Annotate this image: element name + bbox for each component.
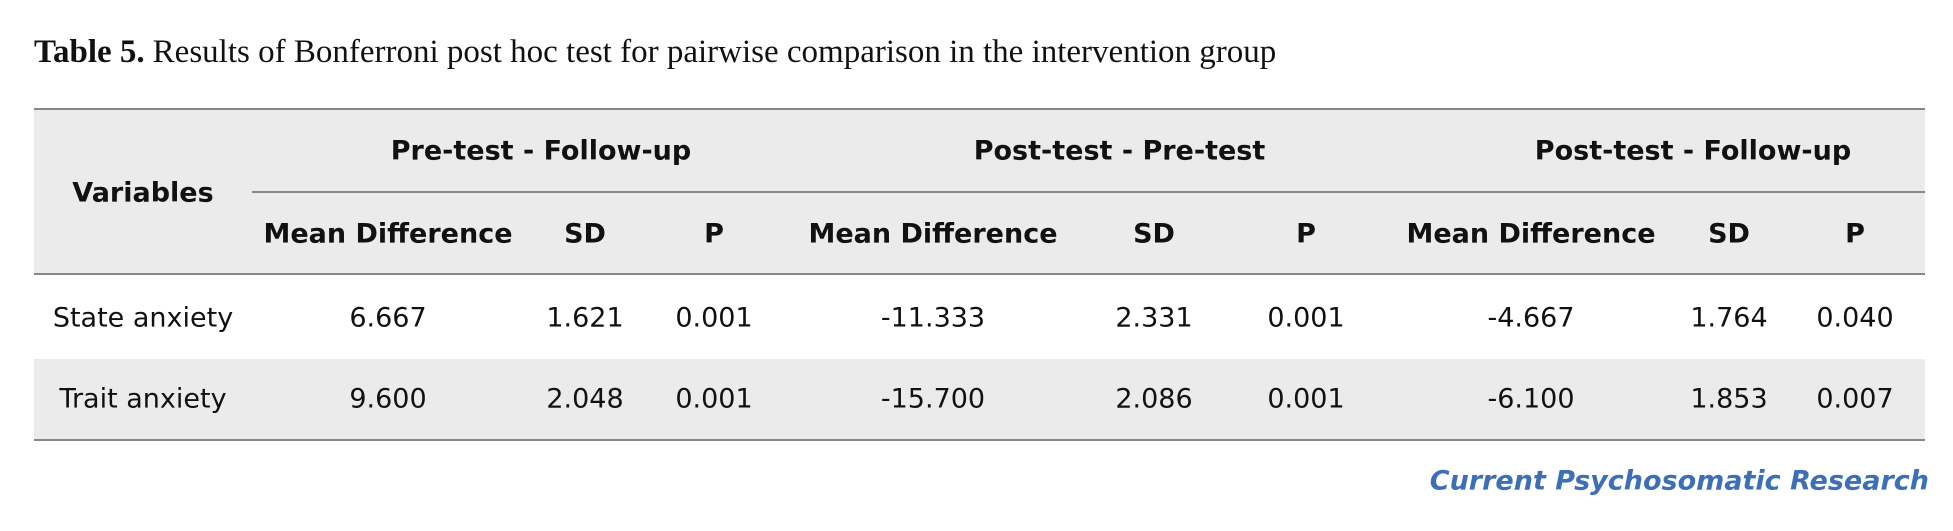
cell: 2.086 xyxy=(1115,384,1192,415)
cell: 0.001 xyxy=(675,303,752,334)
cell: 1.621 xyxy=(546,303,623,334)
column-header: SD xyxy=(1133,219,1175,250)
column-header: Mean Difference xyxy=(808,219,1057,250)
cell: 0.001 xyxy=(675,384,752,415)
cell: 0.007 xyxy=(1816,384,1893,415)
column-header: SD xyxy=(564,219,606,250)
column-header: SD xyxy=(1708,219,1750,250)
column-header: Mean Difference xyxy=(263,219,512,250)
cell: 1.853 xyxy=(1690,384,1767,415)
journal-name: Current Psychosomatic Research xyxy=(1430,466,1929,497)
cell: 1.764 xyxy=(1690,303,1767,334)
row-label: Trait anxiety xyxy=(58,384,226,415)
cell: 0.040 xyxy=(1816,303,1893,334)
cell: 6.667 xyxy=(349,303,426,334)
column-header: P xyxy=(1296,219,1316,250)
group-header: Post-test - Follow-up xyxy=(1535,136,1851,167)
column-header: Mean Difference xyxy=(1406,219,1655,250)
column-header: P xyxy=(1845,219,1865,250)
table-caption: Results of Bonferroni post hoc test for … xyxy=(153,34,1277,70)
cell: -15.700 xyxy=(881,384,985,415)
cell: -4.667 xyxy=(1487,303,1574,334)
cell: 2.331 xyxy=(1115,303,1192,334)
row-header: Variables xyxy=(72,178,213,209)
cell: 9.600 xyxy=(349,384,426,415)
cell: -6.100 xyxy=(1487,384,1574,415)
row-background xyxy=(34,359,1925,440)
row-label: State anxiety xyxy=(53,303,233,334)
cell: 2.048 xyxy=(546,384,623,415)
cell: -11.333 xyxy=(881,303,985,334)
column-header: P xyxy=(704,219,724,250)
cell: 0.001 xyxy=(1267,384,1344,415)
table-label: Table 5. xyxy=(34,34,145,70)
table-title: Table 5. Results of Bonferroni post hoc t… xyxy=(34,34,1276,70)
group-header: Pre-test - Follow-up xyxy=(391,136,691,167)
cell: 0.001 xyxy=(1267,303,1344,334)
group-header: Post-test - Pre-test xyxy=(974,136,1266,167)
